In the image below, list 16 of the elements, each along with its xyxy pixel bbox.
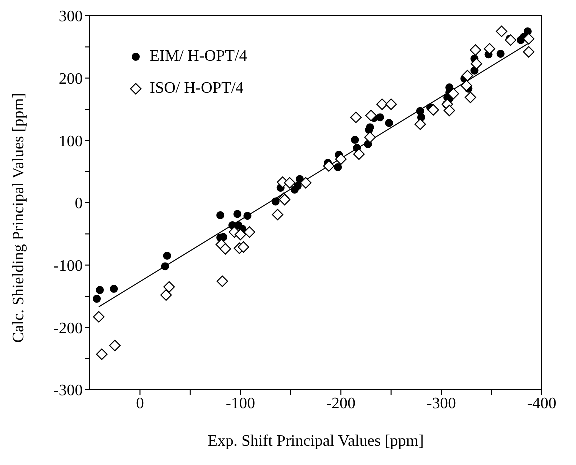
y-tick-label: 100 (59, 133, 83, 150)
x-axis-title: Exp. Shift Principal Values [ppm] (208, 433, 424, 450)
x-tick-label: -300 (426, 395, 456, 412)
x-tick-label: 0 (136, 395, 144, 412)
legend-label: EIM/ H-OPT/4 (150, 48, 248, 66)
y-axis-title: Calc. Shielding Principal Values [ppm] (10, 93, 28, 343)
x-tick-label: -200 (326, 395, 356, 412)
y-tick-label: -300 (54, 382, 83, 400)
y-tick-label: 0 (75, 196, 83, 213)
legend-label: ISO/ H-OPT/4 (150, 80, 244, 98)
y-tick-label: 300 (59, 8, 83, 26)
y-tick-label: 200 (59, 71, 83, 88)
y-tick-label: -100 (54, 258, 83, 276)
x-tick-label: -400 (527, 395, 557, 412)
y-tick-label: -200 (54, 320, 83, 338)
x-tick-label: -100 (226, 395, 256, 412)
